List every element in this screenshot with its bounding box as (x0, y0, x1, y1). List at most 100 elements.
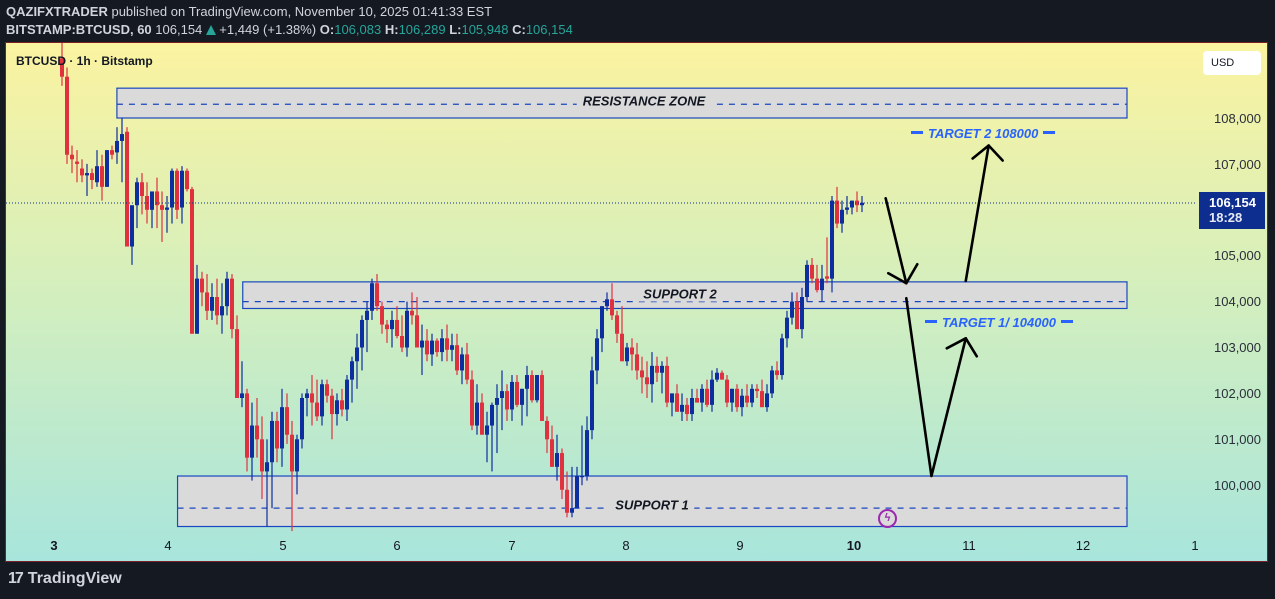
candle (590, 356, 594, 440)
candle-body (505, 391, 509, 410)
dash-icon (1043, 131, 1056, 134)
candle-body (525, 375, 529, 389)
symbol-name: BITSTAMP:BTCUSD, 60 (6, 22, 152, 37)
candle-body (620, 333, 624, 362)
lightning-icon[interactable]: ϟ (878, 509, 897, 528)
chart-pane[interactable]: BTCUSD · 1h · Bitstamp USD 108,000 107,00… (5, 42, 1268, 562)
candle (265, 439, 269, 527)
candle-body (835, 200, 839, 224)
candle-body (310, 393, 314, 403)
candle (525, 365, 529, 417)
candle-body (760, 391, 764, 408)
candle (645, 361, 649, 398)
arrow-head-icon (945, 337, 979, 358)
candle-body (770, 370, 774, 394)
time-tick: 6 (393, 538, 401, 553)
candle (710, 370, 714, 412)
candle (330, 388, 334, 440)
time-tick: 8 (622, 538, 630, 553)
candle-body (435, 340, 439, 353)
candle (385, 319, 389, 343)
candle (630, 338, 634, 371)
candle (160, 191, 164, 242)
candle (285, 393, 289, 444)
candle (540, 370, 544, 421)
candle (760, 379, 764, 408)
candle (545, 416, 549, 454)
candle-body (385, 324, 389, 330)
candles-layer (60, 43, 864, 532)
candle-body (260, 439, 264, 472)
candle-body (830, 200, 834, 279)
candle-body (460, 354, 464, 371)
target-1-label: TARGET 1/ 104000 (920, 315, 1078, 330)
candle-body (775, 370, 779, 376)
candle (440, 329, 444, 362)
candle (190, 186, 194, 334)
candle (375, 274, 379, 311)
candle-body (190, 189, 194, 334)
brand-name: TradingView (27, 570, 122, 587)
candle (390, 310, 394, 348)
current-price-value: 106,154 (1209, 195, 1256, 210)
candle-body (165, 207, 169, 210)
candle-body (450, 345, 454, 350)
candle-body (325, 384, 329, 396)
candle-body (495, 397, 499, 405)
candle-body (180, 170, 184, 208)
candle-body (445, 338, 449, 350)
candle-body (795, 301, 799, 330)
candle (320, 379, 324, 426)
candle (805, 260, 809, 302)
candle (560, 448, 564, 499)
candle (585, 416, 589, 481)
candle (395, 306, 399, 339)
candle (335, 393, 339, 426)
candle (355, 333, 359, 389)
last-price: 106,154 (155, 22, 203, 37)
candle (105, 150, 109, 187)
candle (450, 333, 454, 362)
candle-body (120, 134, 124, 141)
candle-body (540, 375, 544, 421)
candle (730, 388, 734, 412)
dash-icon (1060, 320, 1073, 323)
candle-body (640, 370, 644, 378)
candle (270, 411, 274, 509)
candle-body (305, 393, 309, 398)
currency-button[interactable]: USD (1203, 51, 1261, 75)
projection-arrows[interactable] (884, 144, 1004, 478)
candle-body (720, 372, 724, 380)
symbol-info: BITSTAMP:BTCUSD, 60 106,154 +1,449 (+1.38… (6, 22, 573, 37)
candle-body (330, 395, 334, 415)
candle-body (90, 173, 94, 180)
candle-body (555, 453, 559, 467)
candle (770, 365, 774, 398)
candle (815, 264, 819, 293)
candle-body (410, 310, 414, 316)
candle (765, 384, 769, 412)
candle (550, 425, 554, 467)
candle (140, 173, 144, 215)
candle-body (400, 336, 404, 348)
candle-body (705, 388, 709, 405)
candle-body (390, 319, 394, 330)
candle-body (80, 168, 84, 176)
candle-body (135, 182, 139, 206)
candle-body (580, 476, 584, 478)
candle (620, 306, 624, 362)
price-chart[interactable] (6, 43, 1268, 562)
candle-body (630, 347, 634, 355)
chart-legend[interactable]: BTCUSD · 1h · Bitstamp (16, 54, 153, 68)
candle (465, 342, 469, 385)
candle-body (735, 388, 739, 408)
price-tick: 107,000 (1214, 157, 1261, 172)
candle (75, 150, 79, 183)
candle-body (670, 393, 674, 403)
candle-body (235, 329, 239, 398)
candle-body (380, 306, 384, 325)
candle (595, 329, 599, 385)
candle (225, 271, 229, 316)
candle-body (370, 283, 374, 311)
candle-body (335, 400, 339, 415)
